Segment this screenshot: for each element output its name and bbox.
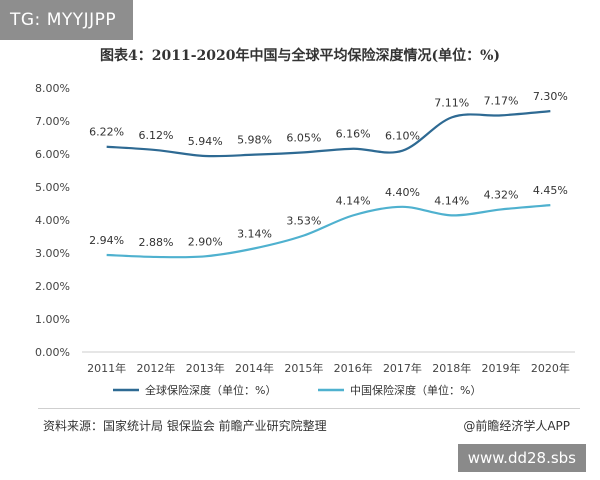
data-label: 2.88%	[138, 236, 173, 249]
y-tick-label: 4.00%	[35, 214, 70, 227]
data-label: 3.14%	[237, 227, 272, 240]
footer-divider	[38, 408, 580, 409]
x-tick-label: 2011年	[87, 361, 126, 375]
brand-credit: @前瞻经济学人APP	[463, 419, 570, 433]
x-tick-label: 2013年	[186, 361, 225, 375]
data-label: 6.05%	[286, 131, 321, 144]
x-tick-label: 2012年	[136, 361, 175, 375]
data-label: 6.16%	[336, 128, 371, 141]
data-label: 4.32%	[484, 188, 519, 201]
site-watermark: www.dd28.sbs	[457, 444, 586, 472]
data-label: 5.94%	[188, 135, 223, 148]
x-tick-label: 2016年	[334, 361, 373, 375]
y-tick-label: 3.00%	[35, 247, 70, 260]
series-line-china	[106, 204, 551, 259]
legend-label: 全球保险深度（单位：%）	[145, 383, 276, 397]
x-tick-label: 2014年	[235, 361, 274, 375]
x-tick-label: 2019年	[482, 361, 521, 375]
data-label: 4.40%	[385, 186, 420, 199]
data-source: 资料来源：国家统计局 银保监会 前瞻产业研究院整理	[43, 419, 327, 433]
x-tick-label: 2018年	[432, 361, 471, 375]
y-tick-label: 8.00%	[35, 82, 70, 95]
data-label: 6.22%	[89, 126, 124, 139]
data-label: 3.53%	[286, 215, 321, 228]
channel-tag: TG: MYYJJPP	[0, 0, 133, 40]
y-tick-label: 1.00%	[35, 313, 70, 326]
series-line-global	[106, 110, 551, 158]
y-tick-label: 5.00%	[35, 181, 70, 194]
data-label: 5.98%	[237, 134, 272, 147]
x-tick-label: 2020年	[531, 361, 570, 375]
y-tick-label: 6.00%	[35, 148, 70, 161]
data-label: 2.94%	[89, 234, 124, 247]
data-label: 4.45%	[533, 184, 568, 197]
x-tick-label: 2015年	[284, 361, 323, 375]
y-tick-label: 2.00%	[35, 280, 70, 293]
chart-title: 图表4：2011-2020年中国与全球平均保险深度情况(单位：%)	[99, 48, 501, 64]
data-label: 7.11%	[434, 96, 469, 109]
data-label: 4.14%	[434, 194, 469, 207]
data-label: 2.90%	[188, 235, 223, 248]
data-label: 6.12%	[138, 129, 173, 142]
y-tick-label: 0.00%	[35, 346, 70, 359]
data-label: 4.14%	[336, 194, 371, 207]
data-label: 6.10%	[385, 130, 420, 143]
x-tick-label: 2017年	[383, 361, 422, 375]
data-label: 7.17%	[484, 94, 519, 107]
data-label: 7.30%	[533, 90, 568, 103]
legend-label: 中国保险深度（单位：%）	[350, 383, 481, 397]
y-tick-label: 7.00%	[35, 115, 70, 128]
